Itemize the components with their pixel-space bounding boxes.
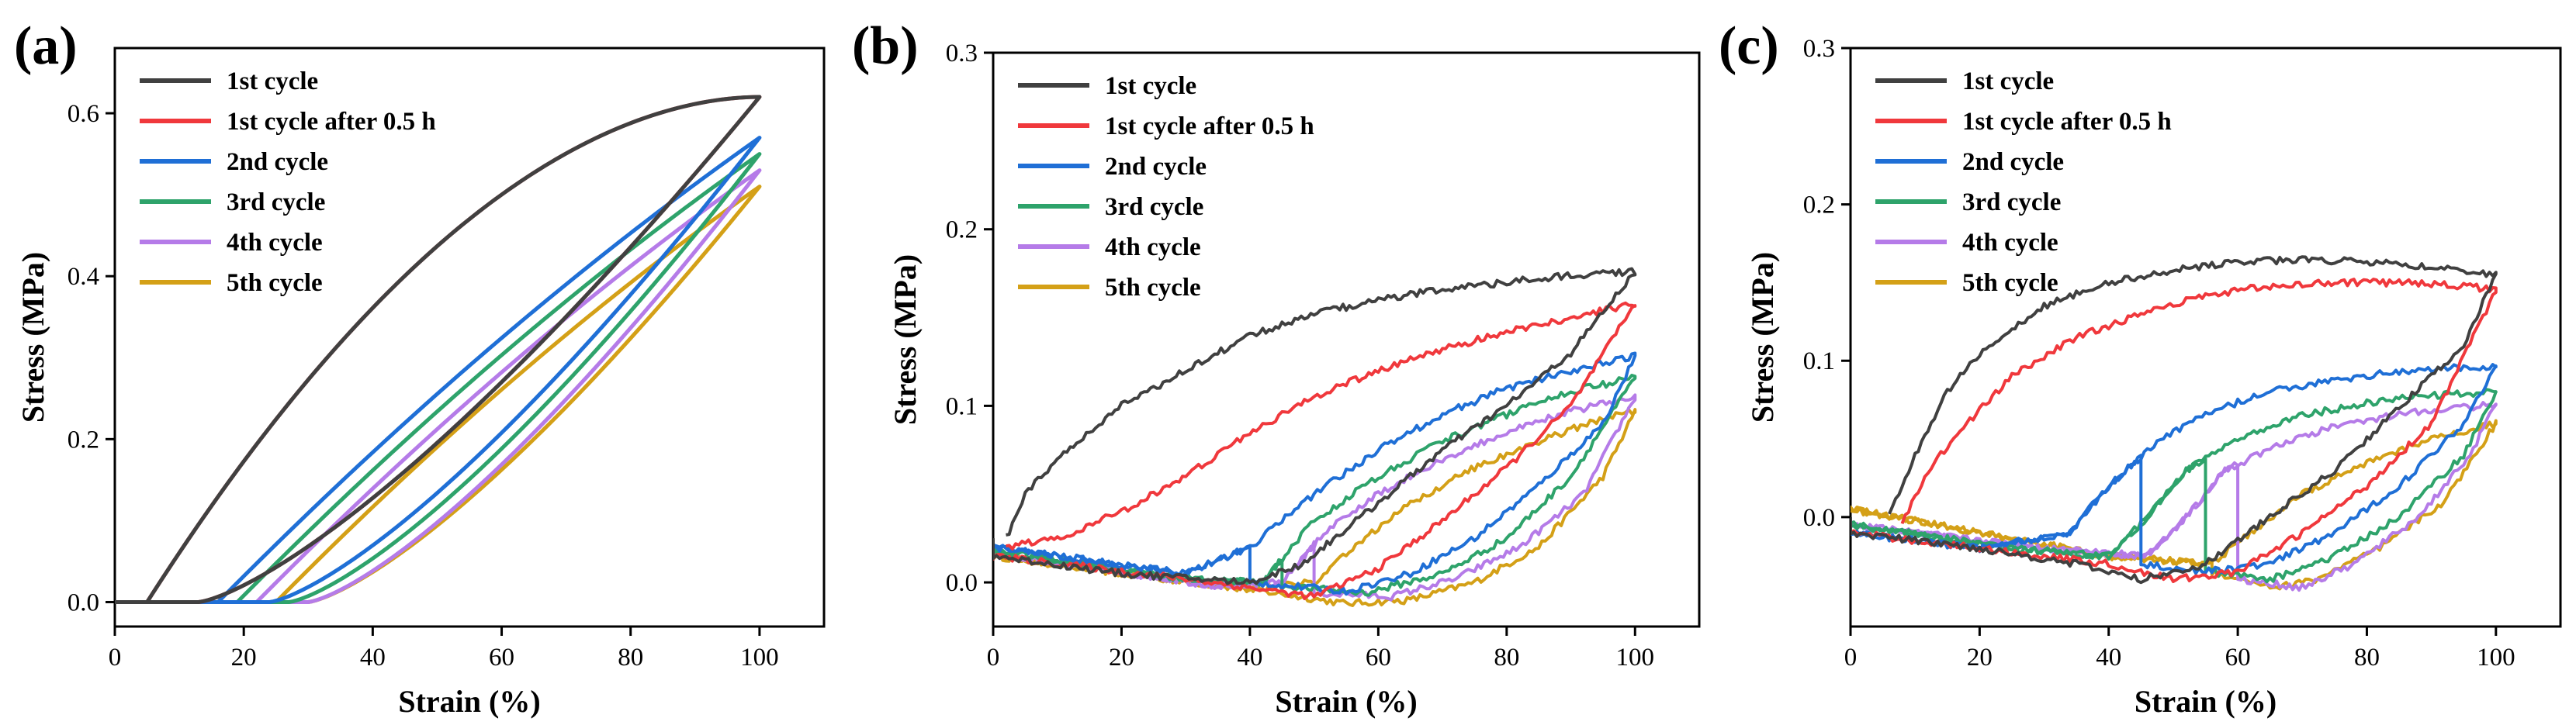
panel-c: (c) 0 20 40 60 80 100 0.0 0.1 0.2 0.3 Strain (%) Str…: [1719, 16, 2562, 719]
y-axis-title: Stress (MPa): [1745, 252, 1780, 423]
series-line-3: [115, 136, 762, 604]
series-line-5: [115, 168, 762, 604]
x-tick-label: 80: [2354, 644, 2380, 671]
legend-entry: 5th cycle: [1105, 274, 1201, 302]
x-tick-label: 60: [1366, 644, 1391, 671]
y-tick-label: 0.2: [946, 216, 978, 244]
y-tick-label: 0.6: [68, 100, 99, 128]
legend-entry: 2nd cycle: [1105, 153, 1207, 181]
legend-entry: 2nd cycle: [227, 148, 328, 176]
x-tick-label: 20: [231, 644, 257, 671]
plot-frame: [992, 51, 1701, 628]
panel-a: (a) 0 20 40 60 80 100 0.0 0.2 0.4 0.6 Strain (%) Str…: [14, 16, 826, 719]
x-tick-label: 60: [2225, 644, 2251, 671]
x-tick-label: 80: [618, 644, 643, 671]
legend-entry: 1st cycle after 0.5 h: [227, 108, 436, 136]
legend-entry: 2nd cycle: [1962, 148, 2064, 176]
legend-entry: 1st cycle after 0.5 h: [1962, 108, 2172, 136]
y-tick-label: 0.2: [1803, 192, 1835, 219]
x-axis-title: Strain (%): [1275, 684, 1417, 719]
panel-b: (b) 0 20 40 60 80 100 0.0 0.1 0.2 0.3 Strain (%) Str…: [852, 16, 1701, 719]
plot-frame: [113, 47, 826, 628]
x-tick-label: 0: [987, 644, 1000, 671]
legend-entry: 5th cycle: [227, 269, 323, 297]
series-line-3: [993, 351, 1637, 596]
y-tick-label: 0.0: [946, 569, 978, 597]
y-tick-label: 0.0: [68, 589, 99, 616]
series-line-6: [115, 185, 762, 604]
legend-entry: 1st cycle: [1105, 72, 1196, 100]
legend-entry: 5th cycle: [1962, 269, 2058, 297]
series-line-6: [1851, 419, 2498, 591]
legend-entry: 4th cycle: [1105, 233, 1201, 261]
series-line-1: [993, 267, 1637, 585]
y-tick-label: 0.0: [1803, 504, 1835, 532]
x-tick-label: 20: [1109, 644, 1134, 671]
series-line-2: [1851, 278, 2498, 583]
panel-label: (a): [14, 16, 78, 76]
y-axis-title: Stress (MPa): [888, 254, 923, 425]
y-tick-label: 0.1: [946, 392, 978, 420]
x-tick-label: 100: [1616, 644, 1655, 671]
x-tick-label: 20: [1967, 644, 1993, 671]
legend-entry: 4th cycle: [1962, 229, 2058, 257]
series-line-4: [115, 152, 762, 604]
x-tick-label: 40: [1237, 644, 1262, 671]
series-line-1: [1851, 255, 2498, 585]
x-tick-label: 40: [360, 644, 386, 671]
legend-entry: 1st cycle: [227, 67, 318, 95]
legend-entry: 4th cycle: [227, 229, 323, 257]
legend-entry: 1st cycle: [1962, 67, 2054, 95]
plot-frame: [1849, 47, 2562, 628]
y-axis-title: Stress (MPa): [16, 252, 50, 423]
legend-entry: 3rd cycle: [1962, 188, 2061, 216]
y-tick-label: 0.3: [1803, 35, 1835, 63]
x-axis-title: Strain (%): [398, 684, 540, 719]
x-tick-label: 0: [1844, 644, 1858, 671]
y-tick-label: 0.2: [68, 426, 99, 454]
series-line-3: [1851, 363, 2498, 575]
panel-label: (c): [1719, 16, 1779, 76]
legend-entry: 1st cycle after 0.5 h: [1105, 112, 1314, 140]
y-tick-label: 0.3: [946, 40, 978, 67]
x-axis-title: Strain (%): [2135, 684, 2277, 719]
panel-label: (b): [852, 16, 919, 76]
series-line-4: [1851, 388, 2498, 584]
series-line-1: [115, 95, 762, 604]
y-tick-label: 0.1: [1803, 347, 1835, 375]
x-tick-label: 100: [2477, 644, 2515, 671]
x-tick-label: 60: [489, 644, 514, 671]
x-tick-label: 0: [109, 644, 122, 671]
x-tick-label: 80: [1494, 644, 1519, 671]
y-tick-label: 0.4: [68, 263, 99, 291]
x-tick-label: 100: [740, 644, 779, 671]
legend-entry: 3rd cycle: [1105, 193, 1203, 221]
legend-entry: 3rd cycle: [227, 188, 325, 216]
x-tick-label: 40: [2096, 644, 2121, 671]
